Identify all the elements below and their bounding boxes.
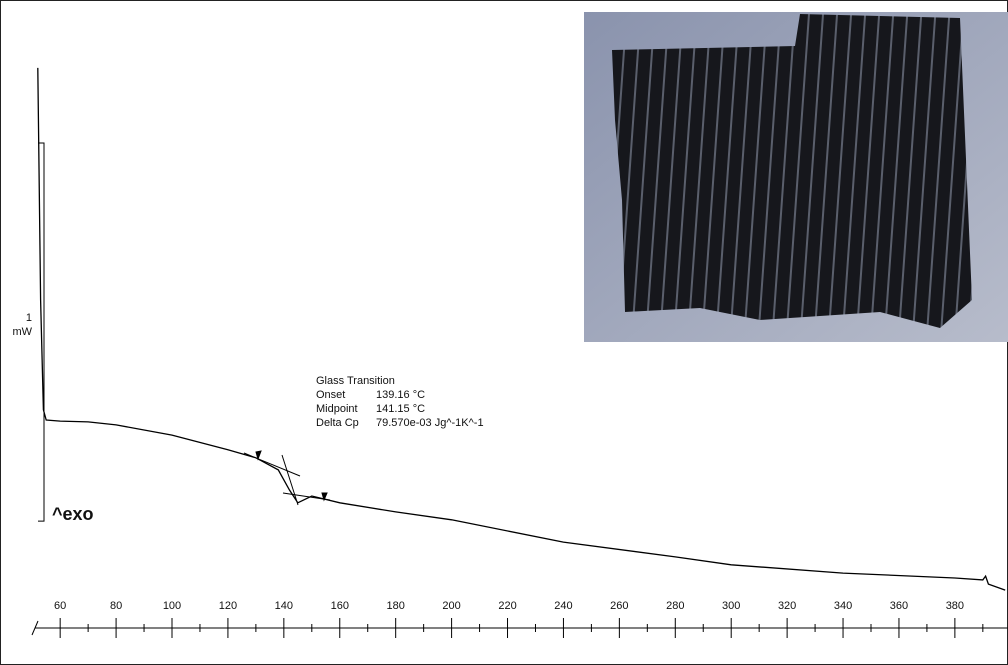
- x-tick-label: 60: [54, 600, 66, 612]
- annotation-label: Delta Cp: [316, 417, 359, 429]
- x-tick-label: 180: [387, 600, 405, 612]
- x-tick-label: 240: [554, 600, 572, 612]
- x-tick-label: 140: [275, 600, 293, 612]
- annotation-label: Midpoint: [316, 403, 358, 415]
- x-tick-label: 260: [610, 600, 628, 612]
- x-tick-label: 120: [219, 600, 237, 612]
- sample-photo: [584, 12, 1008, 342]
- x-tick-label: 200: [442, 600, 460, 612]
- chart: 60 80 100 120 140 160 180 200 220 240 260 280 300 320…: [0, 0, 1008, 665]
- x-tick-label: 380: [946, 600, 964, 612]
- scale-value: 1: [26, 312, 32, 324]
- exo-label: ^exo: [52, 504, 94, 524]
- x-tick-label: 280: [666, 600, 684, 612]
- x-tick-label: 360: [890, 600, 908, 612]
- annotation-title: Glass Transition: [316, 375, 395, 387]
- annotation-label: Onset: [316, 389, 345, 401]
- x-tick-label: 340: [834, 600, 852, 612]
- annotation-value: 141.15 °C: [376, 403, 425, 415]
- x-tick-label: 320: [778, 600, 796, 612]
- annotation-value: 79.570e-03 Jg^-1K^-1: [376, 417, 484, 429]
- x-tick-label: 220: [498, 600, 516, 612]
- x-tick-label: 160: [331, 600, 349, 612]
- x-tick-label: 100: [163, 600, 181, 612]
- scale-unit: mW: [12, 326, 32, 338]
- annotation-value: 139.16 °C: [376, 389, 425, 401]
- x-tick-label: 80: [110, 600, 122, 612]
- x-tick-label: 300: [722, 600, 740, 612]
